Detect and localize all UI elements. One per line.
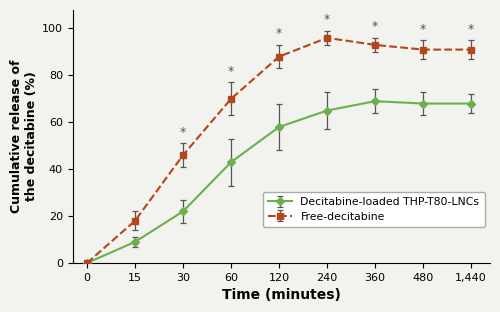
Y-axis label: Cumulative release of
the decitabine (%): Cumulative release of the decitabine (%) xyxy=(10,60,38,213)
Text: *: * xyxy=(420,22,426,36)
Text: *: * xyxy=(180,126,186,139)
X-axis label: Time (minutes): Time (minutes) xyxy=(222,288,341,302)
Text: *: * xyxy=(324,13,330,26)
Legend: Decitabine-loaded THP-T80-LNCs, Free-decitabine: Decitabine-loaded THP-T80-LNCs, Free-dec… xyxy=(262,192,485,227)
Text: *: * xyxy=(468,22,474,36)
Text: *: * xyxy=(276,27,282,40)
Text: *: * xyxy=(372,20,378,33)
Text: *: * xyxy=(228,65,234,78)
